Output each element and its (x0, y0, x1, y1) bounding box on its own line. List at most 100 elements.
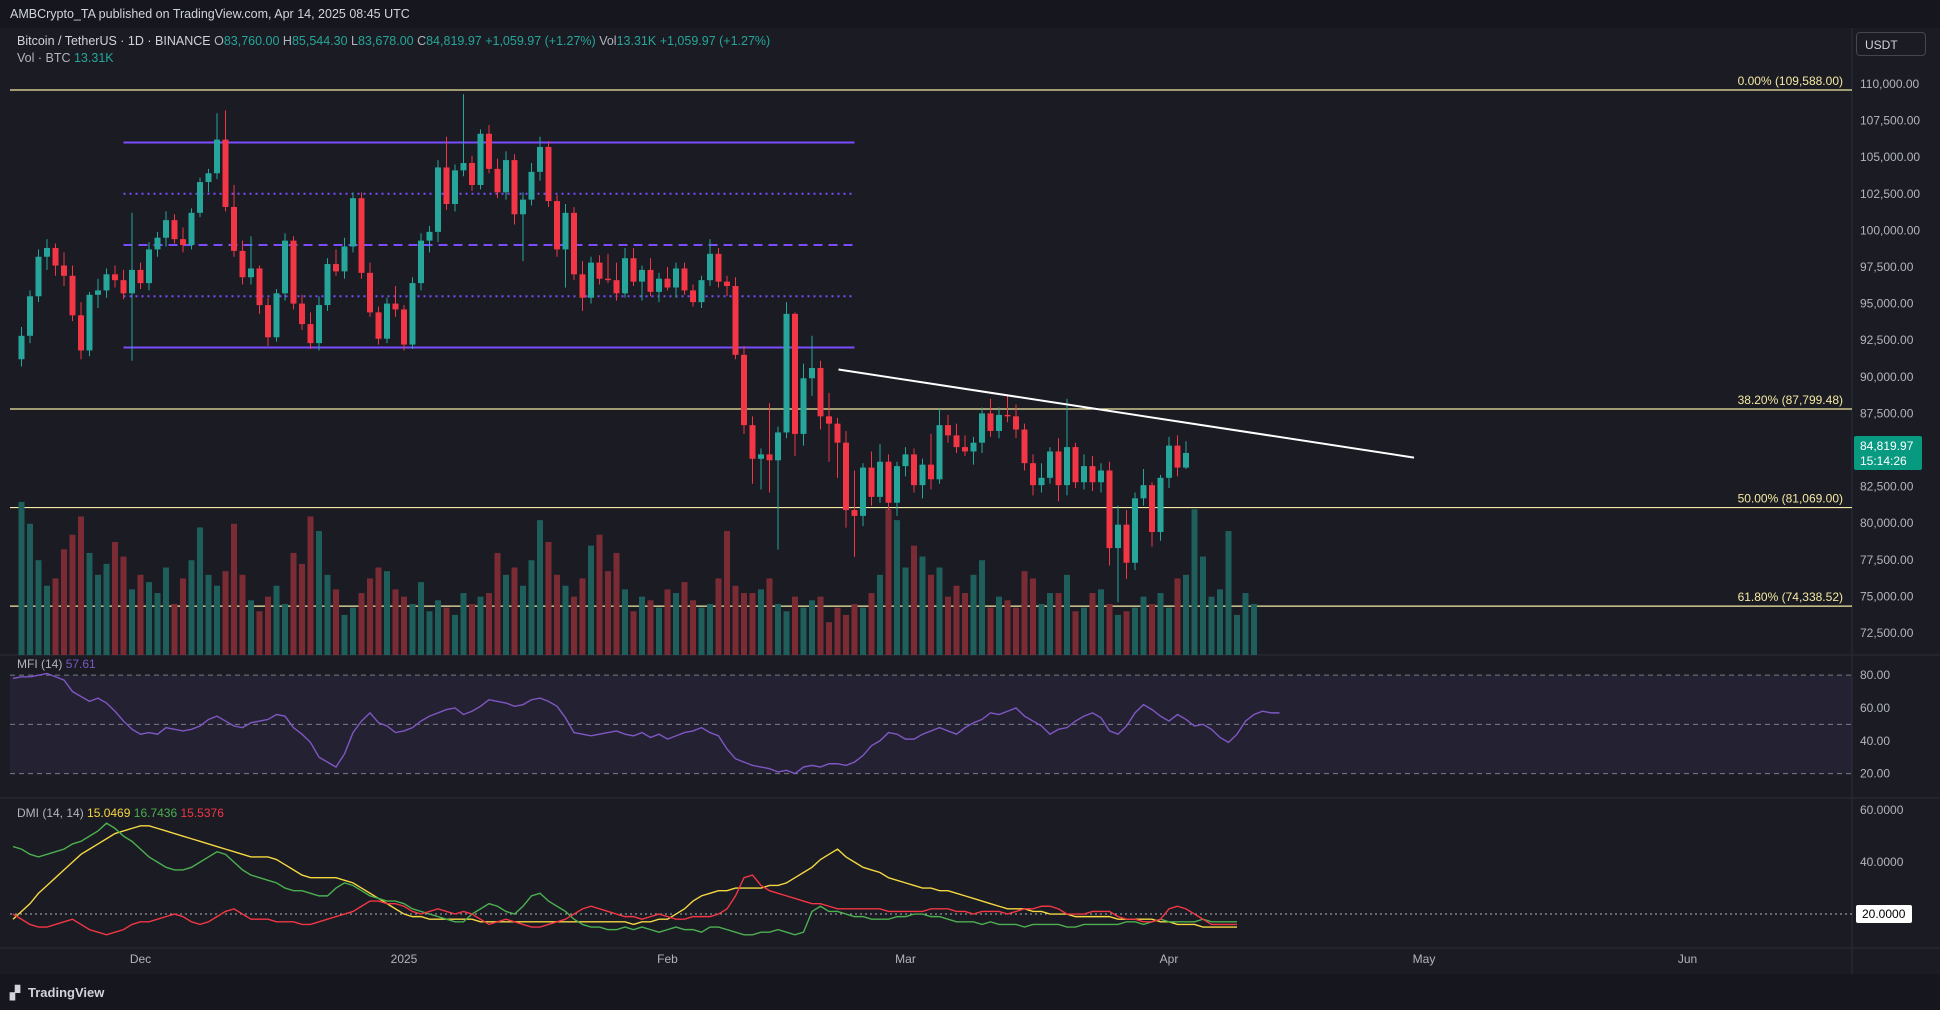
ohlc-low: 83,678.00 (357, 34, 414, 48)
candle-body (103, 274, 110, 291)
volume-bar (1174, 578, 1181, 655)
candle-body (282, 240, 288, 294)
volume-bar (1242, 593, 1249, 655)
candle-body (732, 286, 739, 355)
volume-bar (265, 596, 271, 655)
volume-value: 13.31K (616, 34, 657, 48)
volume-bar (775, 603, 781, 655)
dmi-legend[interactable]: DMI (14, 14) 15.0469 16.7436 15.5376 (17, 806, 224, 820)
candle-body (605, 278, 611, 281)
volume-bar (367, 578, 373, 655)
price-badge-bg (1854, 435, 1922, 470)
volume-bar (418, 582, 424, 655)
mfi-value: 57.61 (65, 657, 96, 671)
candle-body (1021, 429, 1028, 464)
volume-bar (333, 589, 339, 655)
candle-body (953, 435, 960, 448)
volume-bar (307, 516, 314, 655)
candle-body (350, 198, 356, 247)
candle-body (205, 173, 212, 183)
price-tick-label: 107,500.00 (1860, 114, 1920, 128)
volume-bar (724, 531, 730, 655)
volume-bar (188, 560, 195, 655)
currency-button[interactable]: USDT (1856, 32, 1926, 56)
mfi-tick-label: 80.00 (1860, 668, 1890, 682)
vol-btc-label[interactable]: Vol · BTC (17, 51, 71, 65)
volume-bar (877, 574, 883, 655)
volume-bar (180, 578, 186, 655)
candle-body (851, 510, 858, 516)
volume-bar (749, 593, 756, 655)
price-tick-label: 110,000.00 (1860, 77, 1919, 91)
candle-body (154, 237, 161, 250)
volume-bar (214, 585, 220, 655)
volume-bar (1106, 603, 1113, 655)
volume-bar (452, 614, 458, 655)
volume-bar (613, 552, 620, 655)
candle-body (163, 220, 169, 238)
volume-bar (732, 585, 739, 655)
candle-body (18, 335, 25, 360)
candle-body (1081, 466, 1087, 483)
volume-bar (69, 534, 76, 655)
candle-body (188, 212, 195, 246)
price-tick-label: 105,000.00 (1860, 150, 1920, 164)
symbol-name[interactable]: Bitcoin / TetherUS · 1D · BINANCE (17, 34, 211, 48)
volume-bar (1072, 611, 1079, 655)
candle-body (800, 378, 807, 434)
volume-bar (902, 567, 909, 655)
candle-body (1157, 477, 1164, 533)
mfi-legend[interactable]: MFI (14) 57.61 (17, 657, 96, 671)
tradingview-logo[interactable]: ▞ TradingView (10, 985, 104, 1001)
volume-bar (1038, 603, 1045, 655)
candle-body (681, 268, 688, 291)
candle-body (987, 413, 994, 431)
volume-bar (112, 541, 118, 655)
candle-body (435, 167, 441, 232)
ohlc-low-label: L (351, 34, 358, 48)
mfi-tick-label: 60.00 (1860, 701, 1890, 715)
volume-bar (1140, 596, 1147, 655)
dmi-di-minus-line (12, 874, 1237, 936)
volume-bar (622, 589, 628, 655)
volume-bar (979, 560, 985, 655)
volume-bar (460, 593, 467, 655)
volume-bar (197, 527, 203, 655)
volume-bar (435, 600, 441, 655)
candle-body (324, 264, 331, 306)
candle-body (783, 313, 790, 433)
volume-bar (290, 552, 297, 655)
volume-bar (494, 552, 501, 655)
volume-bar (120, 556, 127, 655)
candle-body (1166, 445, 1172, 478)
volume-bar (554, 574, 560, 655)
volume-bar (1191, 509, 1198, 655)
price-tick-label: 95,000.00 (1860, 297, 1914, 311)
candle-body (528, 171, 535, 200)
candle-body (741, 354, 747, 426)
candle-body (367, 272, 373, 313)
volume-bar (588, 545, 594, 655)
candle-body (962, 447, 968, 452)
candle-body (571, 212, 577, 275)
fib-level-label: 0.00% (109,588.00) (1738, 74, 1843, 88)
di-minus-value: 15.5376 (180, 806, 224, 820)
time-tick-label: Mar (895, 952, 916, 966)
candle-body (579, 274, 586, 298)
volume-bar (1183, 574, 1189, 655)
candle-body (1140, 485, 1147, 499)
ohlc-high-label: H (282, 34, 292, 48)
volume-bars (18, 501, 1257, 655)
volume-bar (256, 611, 263, 655)
candle-body (673, 268, 679, 288)
candle-body (171, 220, 178, 240)
volume-bar (987, 607, 994, 655)
candle-body (494, 168, 501, 193)
volume-bar (27, 523, 33, 655)
volume-bar (826, 622, 832, 655)
candle-body (486, 133, 492, 169)
candle-body (146, 249, 152, 284)
ohlc-open: 83,760.00 (223, 34, 280, 48)
chart-frame[interactable] (0, 28, 1940, 974)
